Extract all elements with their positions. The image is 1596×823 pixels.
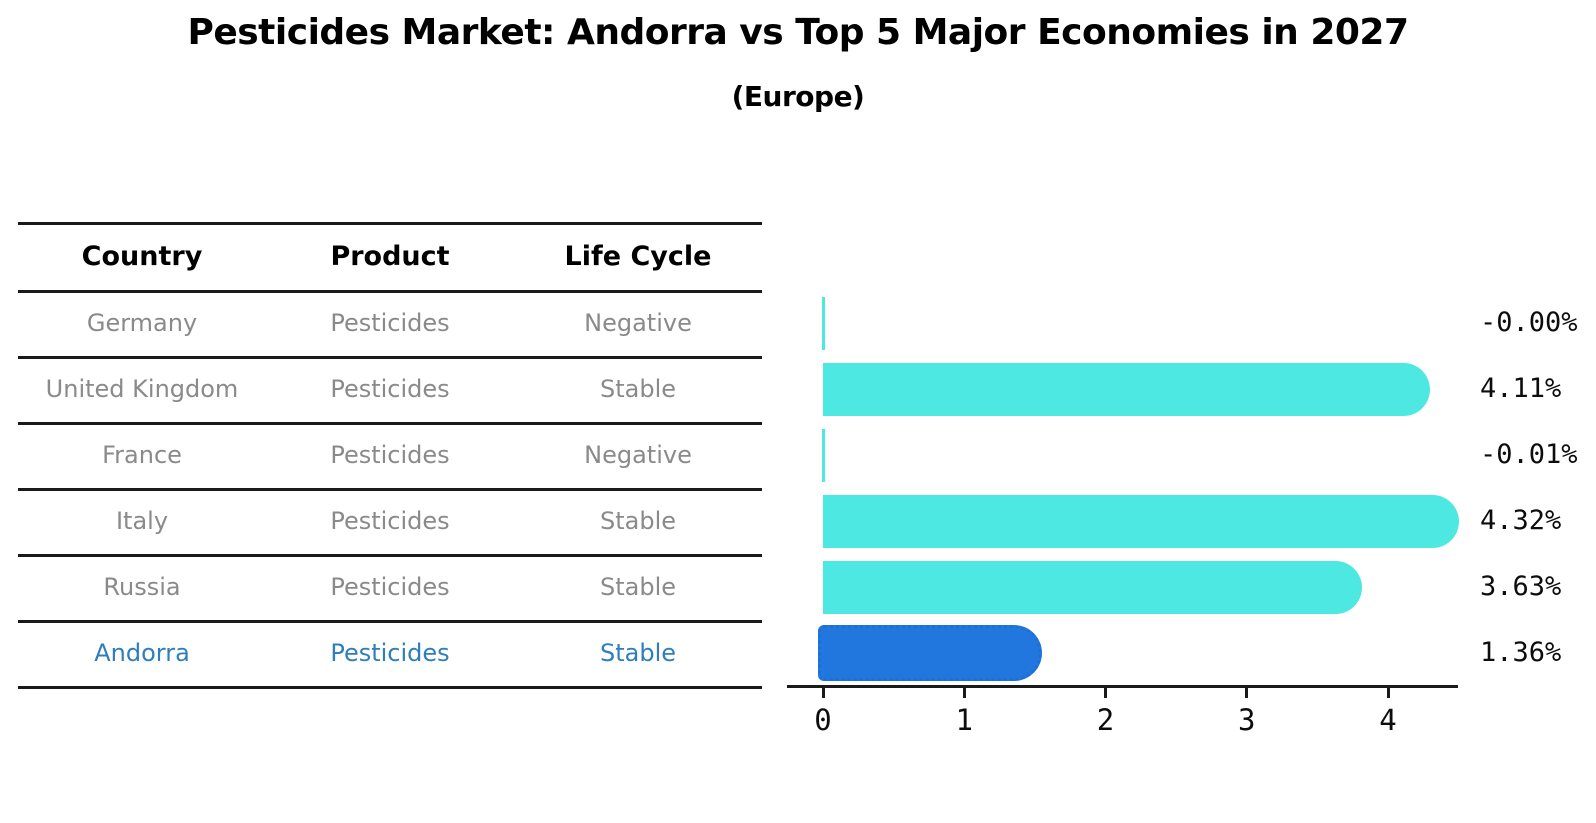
cell-stable-2: Stable [599,573,677,601]
column-header-product-1: Product [330,240,450,272]
cell-negative-2: Negative [584,441,692,469]
column-header-life-cycle-2: Life Cycle [564,240,712,272]
table-rule [18,620,762,623]
cell-pesticides-1: Pesticides [330,375,450,403]
table-rule-top [18,222,762,225]
column-header-country-0: Country [81,240,203,272]
table-row-france: France Pesticides Negative [18,422,762,488]
value-label-united-kingdom: 4.11% [1480,373,1562,404]
table-header-row: Country Product Life Cycle [18,222,762,290]
chart-title: Pesticides Market: Andorra vs Top 5 Majo… [187,12,1409,53]
x-tick-mark-3 [1245,687,1249,698]
table-row-united-kingdom: United Kingdom Pesticides Stable [18,356,762,422]
cell-pesticides-1: Pesticides [330,441,450,469]
x-tick-mark-2 [1104,687,1107,698]
bar-france [822,428,825,482]
value-label-italy: 4.32% [1480,505,1562,536]
x-tick-mark-1 [962,687,966,698]
cell-pesticides-1: Pesticides [330,507,450,535]
x-tick-label-4: 4 [1379,703,1397,737]
table-rule-header [18,290,762,293]
table-rule [18,356,762,359]
x-tick-label-0: 0 [814,703,832,737]
table-row-russia: Russia Pesticides Stable [18,554,762,620]
cell-andorra-0: Andorra [94,639,190,667]
value-label-russia: 3.63% [1480,571,1562,602]
cell-pesticides-1: Pesticides [330,639,450,667]
cell-negative-2: Negative [584,309,692,337]
cell-russia-0: Russia [103,573,181,601]
table-rule-bottom [18,686,762,689]
chart-subtitle: (Europe) [731,80,865,113]
bar-andorra [818,625,1043,681]
table-rule [18,554,762,557]
x-tick-label-3: 3 [1238,703,1256,737]
bar-italy [823,494,1460,548]
cell-stable-2: Stable [599,639,677,667]
bar-russia [823,560,1362,614]
cell-germany-0: Germany [86,309,198,337]
table-rule [18,422,762,425]
cell-united-kingdom-0: United Kingdom [45,375,239,403]
table-row-germany: Germany Pesticides Negative [18,290,762,356]
cell-italy-0: Italy [115,507,169,535]
cell-france-0: France [102,441,182,469]
x-tick-label-2: 2 [1096,703,1115,737]
bar-united-kingdom [823,362,1430,416]
cell-stable-2: Stable [599,375,677,403]
x-tick-mark-0 [821,687,825,698]
cell-stable-2: Stable [599,507,677,535]
x-axis-line [787,684,1458,688]
table-row-italy: Italy Pesticides Stable [18,488,762,554]
bar-germany [822,296,825,350]
value-label-france: -0.01% [1480,439,1578,470]
table-rule [18,488,762,491]
x-tick-mark-4 [1386,687,1390,698]
value-label-andorra: 1.36% [1480,637,1562,668]
value-label-germany: -0.00% [1480,307,1578,338]
table-row-andorra: Andorra Pesticides Stable [18,620,762,686]
cell-pesticides-1: Pesticides [330,573,450,601]
cell-pesticides-1: Pesticides [330,309,450,337]
x-tick-label-1: 1 [955,703,973,737]
